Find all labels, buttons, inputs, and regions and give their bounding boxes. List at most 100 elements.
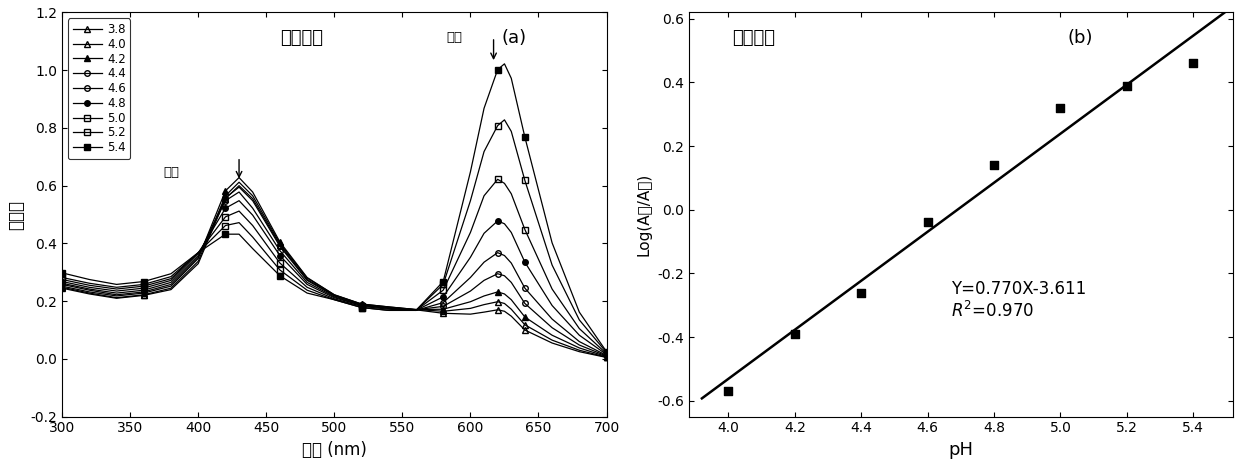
4.2 bbox=[55, 283, 69, 289]
Text: 酸峰: 酸峰 bbox=[164, 165, 179, 178]
5.2 bbox=[599, 350, 614, 356]
4.2 bbox=[246, 189, 260, 195]
4.6 bbox=[164, 280, 179, 285]
4.0 bbox=[463, 306, 477, 311]
5.4 bbox=[497, 61, 512, 67]
4.8 bbox=[300, 281, 315, 287]
Y-axis label: Log(A碱/A酸): Log(A碱/A酸) bbox=[636, 173, 651, 256]
4.6 bbox=[382, 306, 397, 311]
Legend: 3.8, 4.0, 4.2, 4.4, 4.6, 4.8, 5.0, 5.2, 5.4: 3.8, 4.0, 4.2, 4.4, 4.6, 4.8, 5.0, 5.2, … bbox=[68, 18, 130, 159]
5.2 bbox=[109, 285, 124, 290]
4.4 bbox=[435, 303, 450, 309]
4.2 bbox=[136, 290, 151, 296]
Line: 5.2: 5.2 bbox=[60, 117, 609, 355]
Point bbox=[1117, 82, 1137, 89]
4.4 bbox=[599, 353, 614, 359]
5.0 bbox=[503, 191, 518, 197]
4.6 bbox=[476, 260, 491, 265]
4.8 bbox=[476, 231, 491, 236]
4.2 bbox=[497, 291, 512, 297]
4.8 bbox=[164, 278, 179, 283]
4.6 bbox=[300, 280, 315, 285]
Line: 4.0: 4.0 bbox=[60, 179, 609, 360]
4.4 bbox=[82, 288, 97, 293]
4.6 bbox=[218, 198, 233, 204]
5.2 bbox=[164, 274, 179, 280]
4.4 bbox=[382, 305, 397, 310]
Line: 3.8: 3.8 bbox=[60, 183, 609, 360]
5.0 bbox=[82, 282, 97, 288]
4.2 bbox=[109, 293, 124, 299]
4.4 bbox=[327, 293, 342, 299]
4.8 bbox=[544, 303, 559, 308]
4.0 bbox=[572, 348, 587, 353]
5.4 bbox=[246, 246, 260, 251]
5.4 bbox=[82, 277, 97, 282]
4.4 bbox=[218, 195, 233, 200]
5.2 bbox=[497, 117, 512, 123]
4.2 bbox=[408, 307, 423, 312]
5.4 bbox=[544, 240, 559, 246]
3.8 bbox=[82, 291, 97, 297]
Point bbox=[852, 289, 872, 296]
Text: (a): (a) bbox=[501, 28, 527, 47]
5.0 bbox=[273, 260, 288, 266]
4.2 bbox=[82, 289, 97, 295]
5.0 bbox=[490, 177, 505, 182]
5.2 bbox=[382, 308, 397, 313]
4.6 bbox=[246, 206, 260, 211]
4.0 bbox=[355, 301, 370, 307]
3.8 bbox=[517, 327, 532, 333]
4.4 bbox=[517, 301, 532, 306]
4.4 bbox=[273, 244, 288, 249]
4.4 bbox=[191, 254, 206, 260]
5.4 bbox=[355, 305, 370, 310]
5.0 bbox=[246, 223, 260, 228]
4.4 bbox=[572, 342, 587, 348]
4.8 bbox=[55, 279, 69, 284]
5.4 bbox=[164, 271, 179, 276]
4.0 bbox=[327, 292, 342, 298]
4.6 bbox=[109, 290, 124, 296]
5.4 bbox=[273, 273, 288, 279]
5.0 bbox=[599, 351, 614, 356]
5.4 bbox=[503, 75, 518, 81]
4.0 bbox=[191, 259, 206, 264]
Point bbox=[1050, 104, 1070, 112]
3.8 bbox=[191, 261, 206, 267]
3.8 bbox=[503, 313, 518, 319]
4.8 bbox=[408, 308, 423, 313]
4.4 bbox=[55, 281, 69, 287]
4.6 bbox=[82, 286, 97, 292]
4.0 bbox=[273, 240, 288, 246]
4.2 bbox=[503, 297, 518, 302]
4.4 bbox=[463, 288, 477, 294]
5.2 bbox=[273, 267, 288, 273]
X-axis label: 波长 (nm): 波长 (nm) bbox=[301, 441, 367, 459]
5.0 bbox=[218, 214, 233, 219]
5.4 bbox=[232, 232, 247, 237]
4.8 bbox=[136, 285, 151, 291]
4.4 bbox=[232, 185, 247, 190]
4.6 bbox=[355, 303, 370, 308]
4.8 bbox=[435, 294, 450, 300]
4.8 bbox=[273, 253, 288, 258]
5.0 bbox=[517, 227, 532, 233]
5.2 bbox=[327, 297, 342, 302]
3.8 bbox=[246, 196, 260, 201]
4.4 bbox=[490, 271, 505, 276]
4.2 bbox=[218, 188, 233, 194]
4.2 bbox=[572, 345, 587, 351]
5.2 bbox=[490, 123, 505, 129]
4.0 bbox=[136, 292, 151, 298]
3.8 bbox=[273, 242, 288, 247]
Text: 渴甲酚绿: 渴甲酚绿 bbox=[732, 28, 775, 47]
Line: 5.0: 5.0 bbox=[60, 177, 609, 356]
4.0 bbox=[408, 307, 423, 312]
4.2 bbox=[435, 307, 450, 312]
4.0 bbox=[300, 275, 315, 281]
4.8 bbox=[82, 285, 97, 290]
4.0 bbox=[246, 193, 260, 199]
4.6 bbox=[503, 260, 518, 266]
5.0 bbox=[327, 296, 342, 302]
